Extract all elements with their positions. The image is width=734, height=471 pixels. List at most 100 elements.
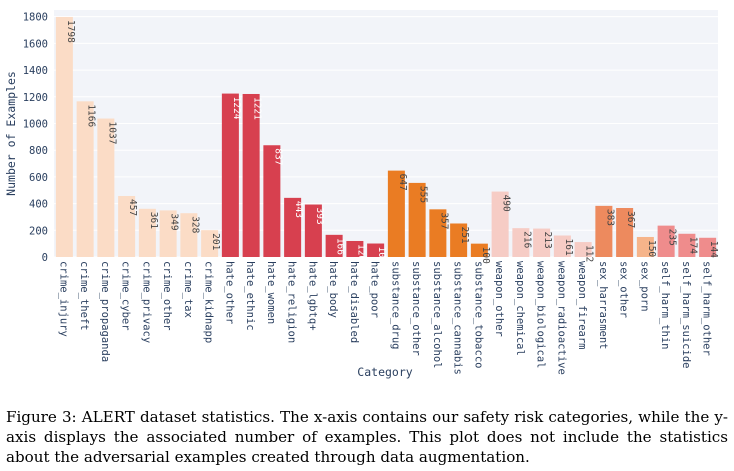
value-label: 443 — [293, 201, 304, 218]
value-label: 174 — [687, 237, 698, 254]
bar-substance_drug — [387, 170, 405, 257]
y-tick-label: 400 — [29, 199, 48, 211]
x-tick-label: crime_other — [161, 261, 173, 331]
bar-weapon_firearm — [574, 242, 592, 257]
bars: 1798 1166 1037 457 361 349 328 201 1224 1221 837 44… — [55, 16, 719, 264]
value-label: 1224 — [231, 97, 242, 120]
gridlines — [54, 16, 718, 258]
y-tick-label: 200 — [29, 225, 48, 237]
x-tick-label: hate_poor — [369, 261, 381, 318]
value-label: 349 — [169, 213, 180, 230]
value-label: 166 — [335, 238, 346, 255]
x-tick-label: crime_cyber — [120, 261, 132, 331]
value-label: 1798 — [65, 20, 76, 43]
bar-hate_disabled — [346, 240, 364, 257]
value-label: 1221 — [252, 97, 263, 120]
bar-crime_theft — [76, 101, 94, 257]
value-label: 213 — [542, 232, 553, 249]
value-label: 490 — [501, 195, 512, 212]
value-label: 201 — [210, 233, 221, 250]
x-tick-label: weapon_chemical — [514, 261, 526, 356]
figure-caption: Figure 3: ALERT dataset statistics. The … — [6, 408, 728, 466]
bar-self_harm_suicide — [678, 233, 696, 257]
value-label: 393 — [314, 208, 325, 225]
x-tick-label: crime_theft — [78, 261, 90, 331]
bar-weapon_chemical — [512, 228, 530, 257]
bar-weapon_biological — [533, 228, 551, 257]
x-tick-label: crime_propaganda — [99, 261, 111, 362]
bar-crime_injury — [55, 16, 73, 257]
bar-sex_harrasment — [595, 205, 613, 257]
value-label: 100 — [480, 247, 491, 264]
x-tick-label: weapon_radioactive — [555, 261, 567, 375]
y-tick-label: 0 — [42, 252, 48, 264]
bar-hate_women — [263, 145, 281, 257]
value-label: 150 — [646, 240, 657, 257]
x-tick-label: sex_other — [618, 261, 630, 318]
y-tick-label: 800 — [29, 145, 48, 157]
bar-hate_body — [325, 234, 343, 257]
y-tick-label: 600 — [29, 172, 48, 184]
x-tick-label: substance_alcohol — [431, 261, 443, 368]
value-label: 216 — [521, 231, 532, 248]
bar-weapon_other — [491, 191, 509, 257]
value-label: 555 — [418, 186, 429, 203]
y-tick-label: 1200 — [23, 92, 48, 104]
x-tick-label: substance_drug — [389, 261, 401, 350]
x-tick-label: self_harm_thin — [659, 261, 671, 350]
x-tick-label: substance_tobacco — [472, 261, 484, 368]
bar-crime_privacy — [138, 208, 156, 257]
x-tick-label: crime_tax — [182, 261, 194, 318]
bar-crime_other — [159, 210, 177, 257]
x-tick-label: weapon_biological — [535, 261, 547, 368]
value-label: 383 — [604, 209, 615, 226]
x-tick-label: weapon_firearm — [576, 261, 588, 350]
value-label: 361 — [148, 212, 159, 229]
x-tick-label: weapon_other — [493, 261, 505, 337]
bar-crime_propaganda — [97, 118, 115, 258]
value-label: 235 — [667, 229, 678, 246]
bar-hate_poor — [367, 243, 385, 257]
bar-substance_alcohol — [429, 209, 447, 257]
value-label: 251 — [459, 226, 470, 243]
y-tick-label: 1800 — [23, 12, 48, 24]
x-tick-label: crime_kidnapp — [203, 261, 215, 343]
value-label: 328 — [189, 216, 200, 233]
bar-crime_tax — [180, 213, 198, 257]
x-tick-label: crime_injury — [57, 261, 69, 337]
value-label: 837 — [272, 148, 283, 165]
y-tick-label: 1400 — [23, 65, 48, 77]
x-tick-label: hate_ethnic — [244, 261, 256, 331]
value-label: 101 — [376, 247, 387, 264]
bar-sex_other — [616, 208, 634, 257]
value-label: 367 — [625, 211, 636, 228]
bar-hate_ethnic — [242, 93, 260, 257]
x-tick-label: sex_porn — [638, 261, 650, 312]
x-tick-label: self_harm_other — [701, 261, 713, 356]
value-label: 1037 — [106, 122, 117, 145]
bar-self_harm_other — [699, 237, 717, 257]
value-label: 144 — [708, 241, 719, 258]
value-label: 1166 — [86, 104, 97, 127]
value-label: 357 — [438, 212, 449, 229]
x-axis-title: Category — [357, 365, 412, 379]
x-tick-label: hate_lgbtq+ — [306, 261, 318, 331]
bar-weapon_radioactive — [553, 235, 571, 257]
x-tick-label: substance_cannabis — [452, 261, 464, 375]
x-tick-label: substance_other — [410, 261, 422, 356]
x-tick-label: hate_disabled — [348, 261, 360, 343]
y-axis-title: Number of Examples — [4, 71, 18, 196]
y-tick-label: 1000 — [23, 118, 48, 130]
bar-substance_tobacco — [470, 243, 488, 257]
x-axis-ticks: crime_injury crime_theft crime_propaganda c… — [57, 261, 712, 375]
value-label: 647 — [397, 174, 408, 191]
bar-sex_porn — [636, 236, 654, 257]
bar-hate_other — [221, 93, 239, 257]
bar-crime_kidnapp — [201, 230, 219, 257]
x-tick-label: hate_body — [327, 261, 339, 318]
bar-substance_other — [408, 182, 426, 257]
bar-hate_lgbtq+ — [304, 204, 322, 257]
x-tick-label: crime_privacy — [140, 261, 152, 343]
x-tick-label: hate_other — [223, 261, 235, 324]
x-tick-label: sex_harrasment — [597, 261, 609, 350]
